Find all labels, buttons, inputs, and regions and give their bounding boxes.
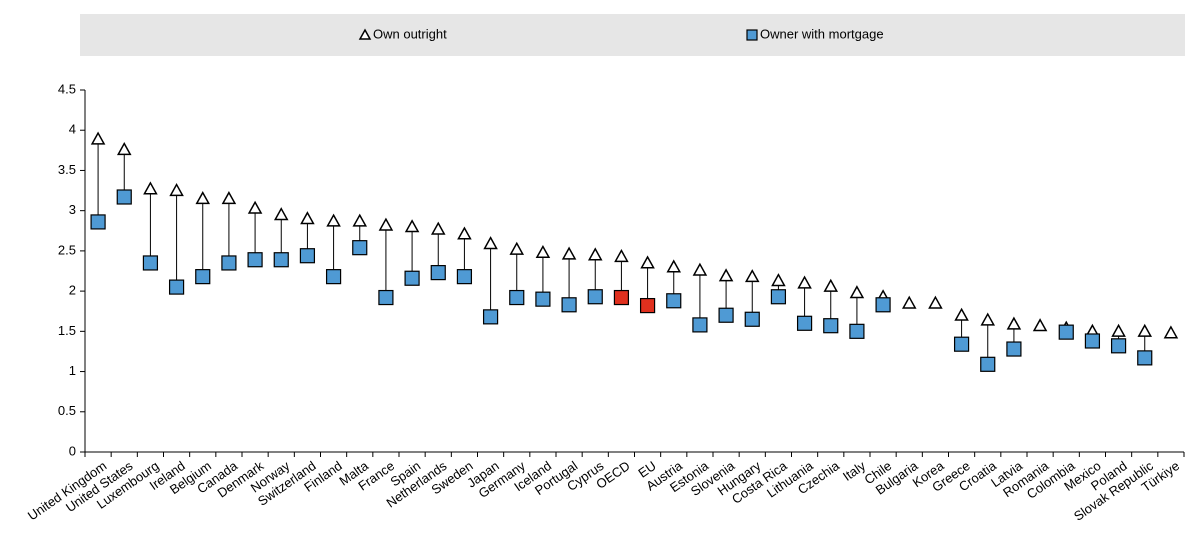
y-tick-label: 0.5 (58, 403, 76, 418)
square-marker (273, 252, 289, 268)
square-marker (299, 248, 316, 264)
triangle-marker (561, 246, 577, 260)
triangle-marker (744, 269, 760, 283)
triangle-marker (1137, 323, 1153, 337)
y-tick-label: 4.5 (58, 81, 76, 96)
square-marker (613, 289, 630, 306)
y-tick-label: 2.5 (58, 242, 76, 257)
triangle-marker (797, 275, 812, 289)
square-marker (692, 317, 708, 333)
triangle-marker (300, 211, 315, 225)
triangle-marker (823, 278, 839, 292)
y-tick-label: 0 (69, 443, 76, 458)
triangle-marker (692, 262, 708, 276)
y-tick-label: 1 (69, 363, 76, 378)
square-marker (796, 315, 813, 331)
triangle-marker (457, 226, 472, 240)
triangle-marker (143, 181, 158, 195)
triangle-marker (718, 268, 734, 282)
y-tick-label: 3 (69, 202, 76, 217)
triangle-marker (614, 248, 629, 263)
square-marker (535, 291, 551, 307)
square-marker (1006, 341, 1022, 357)
square-marker (561, 297, 577, 313)
triangle-marker (771, 273, 786, 287)
square-marker (1110, 338, 1127, 354)
y-tick-label: 1.5 (58, 323, 76, 338)
square-marker (718, 307, 734, 323)
square-marker (1058, 324, 1074, 340)
y-tick-label: 3.5 (58, 162, 76, 177)
triangle-marker (378, 217, 394, 231)
triangle-marker (247, 200, 263, 214)
square-marker (142, 255, 159, 271)
square-marker (875, 297, 891, 313)
square-marker (430, 265, 446, 281)
square-marker (456, 269, 473, 285)
square-marker (587, 289, 603, 305)
triangle-marker (1032, 318, 1048, 332)
triangle-marker (1111, 323, 1126, 337)
square-marker (849, 323, 865, 339)
triangle-marker (195, 191, 211, 205)
triangle-marker (404, 219, 420, 233)
triangle-marker (849, 285, 865, 299)
triangle-marker (483, 236, 498, 250)
triangle-marker (901, 295, 917, 309)
legend-marker (746, 29, 758, 41)
square-marker (168, 279, 185, 295)
triangle-marker (666, 259, 682, 273)
square-marker (221, 255, 237, 271)
square-marker (116, 189, 132, 205)
triangle-marker (640, 255, 655, 269)
square-marker (404, 270, 420, 286)
square-marker (90, 214, 106, 230)
legend-marker (358, 28, 372, 40)
triangle-marker (352, 213, 368, 227)
square-marker (378, 289, 394, 306)
triangle-marker (509, 241, 525, 255)
square-marker (352, 240, 368, 256)
square-marker (666, 293, 682, 309)
square-marker (770, 289, 787, 305)
triangle-marker (1006, 316, 1022, 330)
y-tick-label: 2 (69, 283, 76, 298)
triangle-marker (116, 141, 132, 156)
legend-label: Own outright (373, 26, 447, 41)
square-marker (1137, 350, 1153, 366)
triangle-marker (980, 312, 996, 326)
square-marker (744, 311, 760, 327)
triangle-marker (587, 247, 603, 261)
square-marker (823, 318, 839, 334)
triangle-marker (535, 244, 551, 259)
square-marker (1084, 333, 1101, 349)
square-marker (247, 252, 263, 268)
legend-label: Owner with mortgage (760, 26, 884, 41)
triangle-marker (954, 307, 969, 321)
square-marker (482, 309, 499, 325)
triangle-marker (1163, 325, 1179, 339)
triangle-marker (928, 295, 943, 309)
y-tick-label: 4 (69, 122, 76, 137)
square-marker (980, 356, 996, 372)
triangle-marker (326, 213, 341, 227)
square-marker (953, 336, 970, 352)
triangle-marker (90, 131, 106, 145)
legend-background (80, 14, 1185, 56)
square-marker (509, 289, 525, 306)
triangle-marker (169, 183, 184, 197)
square-marker (195, 269, 211, 285)
triangle-marker (273, 207, 289, 221)
square-marker (325, 269, 342, 285)
square-marker (639, 297, 656, 314)
triangle-marker (221, 191, 237, 205)
triangle-marker (430, 221, 446, 235)
